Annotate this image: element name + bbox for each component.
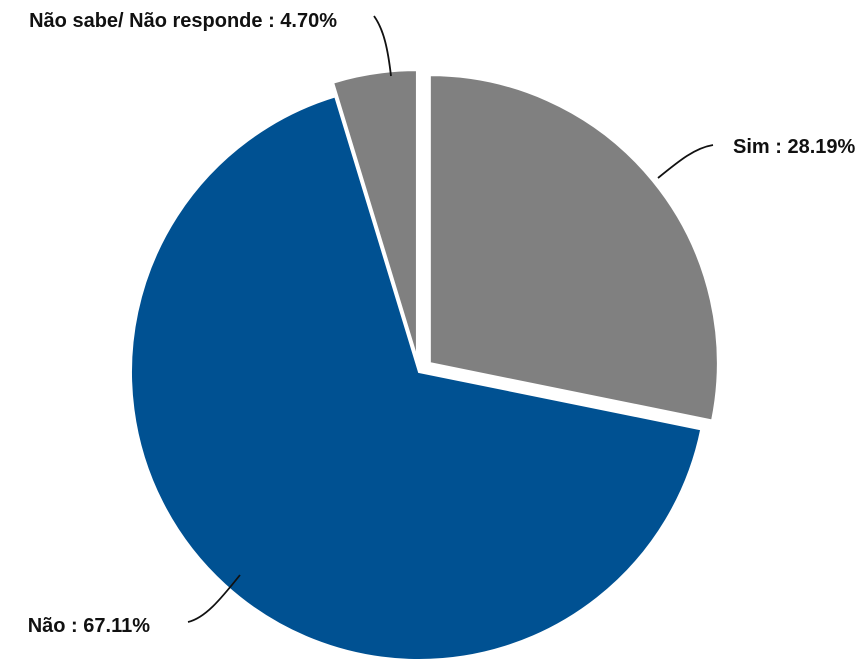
pie-slice-sim — [428, 74, 719, 422]
slice-label-nao-sabe-nao-responde: Não sabe/ Não responde : 4.70% — [29, 10, 337, 32]
pie-slice-nao — [129, 95, 703, 660]
leader-line-nao-sabe-nao-responde — [373, 15, 392, 77]
leader-line-nao — [187, 574, 241, 623]
slices-layer — [129, 69, 719, 660]
pie-slice-nao-sabe-nao-responde — [331, 69, 418, 359]
leaders-layer — [187, 15, 714, 623]
slice-label-nao: Não : 67.11% — [28, 615, 151, 637]
slice-label-sim: Sim : 28.19% — [733, 136, 856, 158]
leader-line-sim — [657, 144, 714, 179]
labels-layer: Sim : 28.19% Não : 67.11% Não sabe/ Não re… — [28, 10, 856, 637]
